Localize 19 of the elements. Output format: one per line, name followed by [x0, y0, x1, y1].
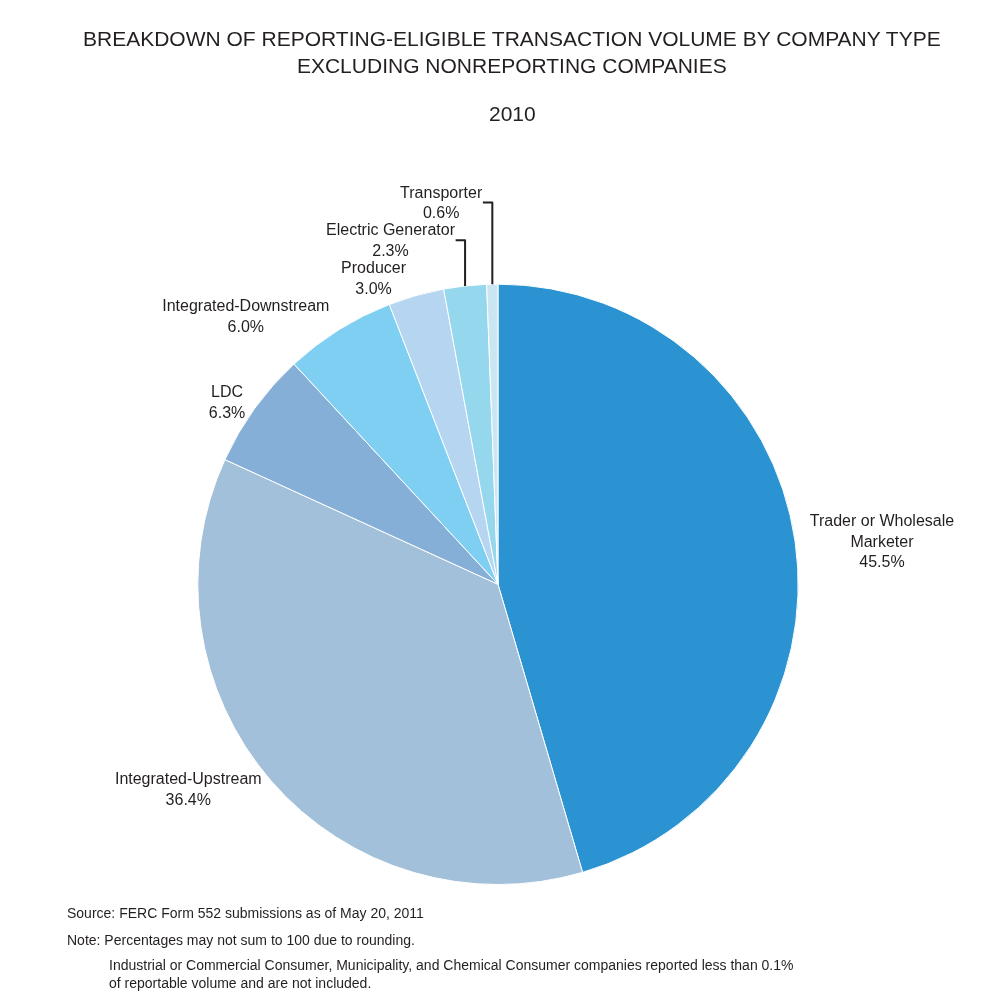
slice-label: Electric Generator [326, 221, 456, 239]
source-note: Source: FERC Form 552 submissions as of May 20, 2011 [67, 905, 425, 921]
slice-label: LDC [211, 383, 244, 401]
slice-label: Trader or Wholesale Marketer [809, 511, 955, 550]
chart-subtitle: 2010 [489, 102, 536, 125]
data-label: 0.6% [422, 204, 460, 222]
data-label: 3.0% [355, 279, 392, 297]
text: Note: Percentages may not sum to 100 due to rounding. [67, 932, 415, 948]
data-label: 36.4% [165, 790, 211, 808]
slice-label: Integrated-Downstream [162, 297, 330, 315]
chart-title: BREAKDOWN OF REPORTING-ELIGIBLE TRANSACTION VOLUME BY COMPANY TYPE EXCLUDING NONREPORTING COMPANIES [83, 27, 941, 78]
data-label: 45.5% [859, 553, 905, 571]
slice-label: Transporter [400, 183, 483, 201]
data-label: 6.0% [227, 318, 265, 336]
data-label: 6.3% [208, 403, 246, 421]
data-label: 2.3% [372, 242, 409, 260]
slice-label: Producer [341, 259, 407, 277]
text: Industrial or Commercial Consumer, Municipality, and Chemical Consumer companies reported less than 0.1% of reportable volume and are not included. [109, 957, 794, 992]
slice-label: Integrated-Upstream [114, 770, 262, 788]
